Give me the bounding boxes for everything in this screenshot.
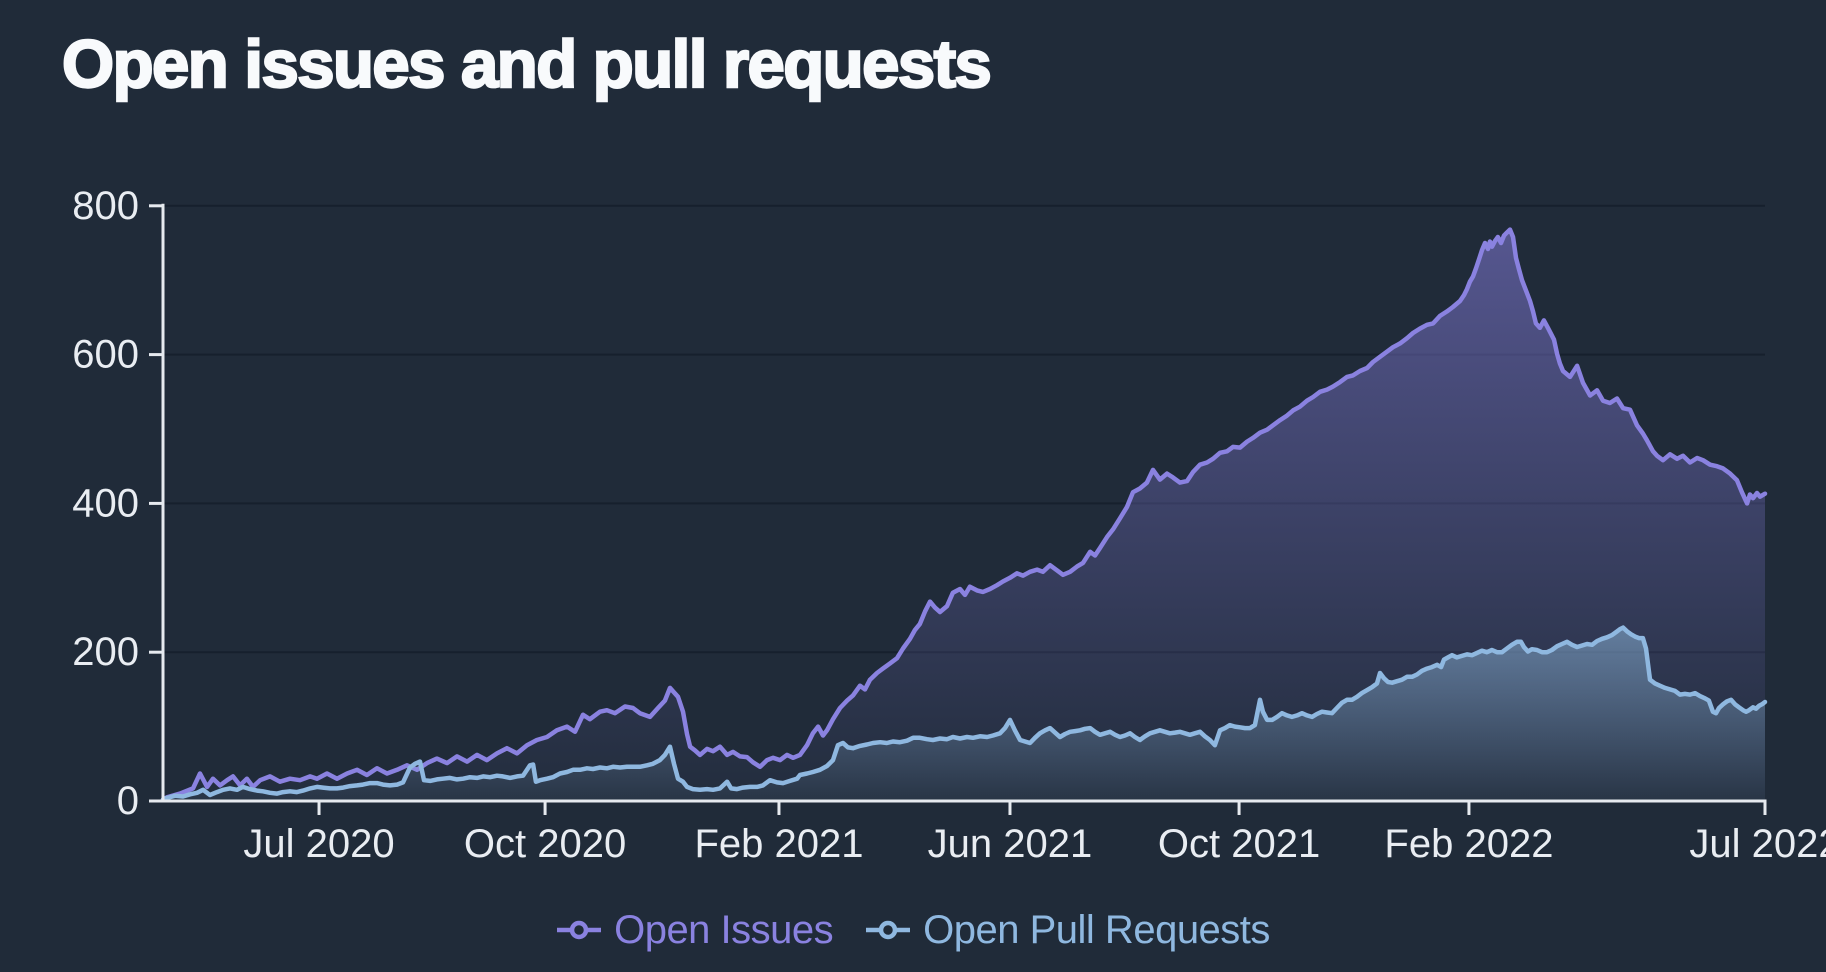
- y-tick-label: 800: [72, 184, 139, 228]
- page-title: Open issues and pull requests: [61, 26, 993, 103]
- x-tick-label: Jun 2021: [928, 822, 1093, 866]
- line-marker-icon: [866, 920, 911, 940]
- y-tick-label: 0: [117, 779, 139, 823]
- y-tick-label: 600: [72, 333, 139, 377]
- tick-labels: 0 200 400 600 800 Jul 2020 Oct 2020 Feb 2021 Jun…: [72, 184, 1826, 866]
- x-tick-label: Feb 2021: [694, 822, 863, 866]
- line-open-issues[interactable]: [160, 227, 1768, 802]
- x-tick-label: Jul 2022: [1689, 822, 1826, 866]
- line-open-pull-requests[interactable]: [160, 625, 1768, 802]
- y-tick-label: 200: [72, 630, 139, 674]
- x-tick-label: Oct 2021: [1158, 822, 1320, 866]
- series-areas: [160, 227, 1768, 802]
- axes: [149, 203, 1767, 815]
- line-marker-icon: [557, 920, 602, 940]
- area-open-issues: [163, 229, 1765, 802]
- legend-label: Open Pull Requests: [923, 907, 1270, 952]
- y-tick-label: 400: [72, 481, 139, 525]
- chart-legend: Open Issues Open Pull Requests: [0, 903, 1826, 957]
- x-tick-label: Feb 2022: [1384, 822, 1553, 866]
- legend-label: Open Issues: [614, 907, 834, 952]
- area-open-pull-requests: [163, 627, 1765, 801]
- x-tick-label: Jul 2020: [243, 822, 394, 866]
- x-tick-label: Oct 2020: [464, 822, 626, 866]
- legend-item-open-pull-requests[interactable]: Open Pull Requests: [865, 908, 1270, 953]
- legend-item-open-issues[interactable]: Open Issues: [556, 907, 834, 953]
